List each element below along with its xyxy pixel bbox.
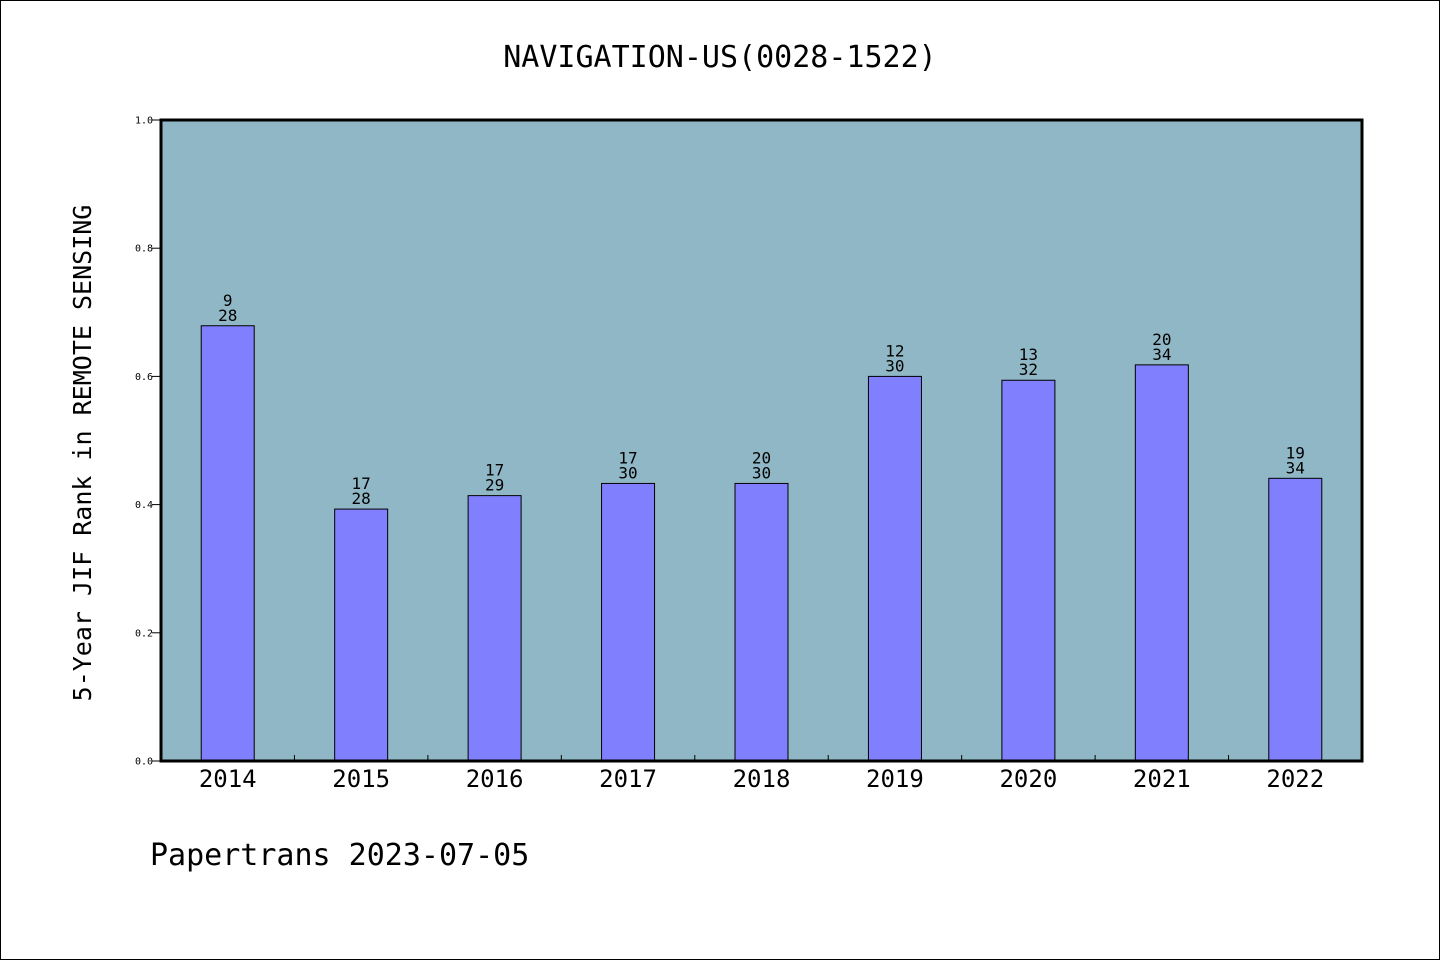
x-tick-label-2016: 2016 — [466, 765, 524, 793]
bar-total-label-2015: 28 — [352, 489, 371, 508]
x-tick-label-2015: 2015 — [332, 765, 390, 793]
x-tick-label-2022: 2022 — [1266, 765, 1324, 793]
bar-rank-label-2014: 9 — [223, 291, 233, 310]
bars-layer — [200, 325, 1323, 762]
x-tick-label-2020: 2020 — [999, 765, 1057, 793]
chart-title: NAVIGATION-US(0028-1522) — [503, 40, 936, 75]
bar-2022 — [1268, 477, 1323, 762]
bar-total-label-2018: 30 — [752, 463, 771, 482]
bar-rank-label-2018: 20 — [752, 448, 771, 467]
labels-layer: 0.00.20.40.60.81.02014928201517282016172… — [135, 116, 1324, 794]
bar-rank-label-2016: 17 — [485, 461, 504, 480]
y-tick-label: 0.4 — [135, 500, 153, 511]
bar-2014 — [200, 325, 255, 762]
x-tick-label-2018: 2018 — [733, 765, 791, 793]
bar-total-label-2019: 30 — [885, 356, 904, 375]
bar-2016 — [467, 495, 522, 762]
bar-total-label-2020: 32 — [1019, 360, 1038, 379]
bar-2020 — [1001, 379, 1056, 762]
y-tick-label: 0.2 — [135, 628, 153, 639]
bar-rank-label-2021: 20 — [1152, 330, 1171, 349]
y-tick-label: 0.0 — [135, 757, 153, 768]
y-tick-label: 0.6 — [135, 372, 153, 383]
bar-rank-label-2019: 12 — [885, 341, 904, 360]
y-axis-label: 5-Year JIF Rank in REMOTE SENSING — [68, 205, 97, 702]
bar-total-label-2021: 34 — [1152, 345, 1171, 364]
x-tick-label-2021: 2021 — [1133, 765, 1191, 793]
bar-total-label-2017: 30 — [618, 463, 637, 482]
bar-2017 — [601, 482, 656, 762]
bar-2021 — [1134, 364, 1189, 762]
y-tick-label: 1.0 — [135, 116, 153, 127]
bar-2019 — [867, 375, 922, 762]
bar-2015 — [334, 508, 389, 762]
bar-2018 — [734, 482, 789, 762]
bar-rank-label-2017: 17 — [618, 448, 637, 467]
bar-rank-label-2020: 13 — [1019, 345, 1038, 364]
x-tick-label-2017: 2017 — [599, 765, 657, 793]
x-tick-label-2014: 2014 — [199, 765, 257, 793]
x-tick-label-2019: 2019 — [866, 765, 924, 793]
bar-total-label-2022: 34 — [1286, 458, 1305, 477]
bar-rank-label-2015: 17 — [352, 474, 371, 493]
footer-text: Papertrans 2023-07-05 — [150, 838, 529, 873]
plot-border — [159, 118, 1364, 763]
bar-total-label-2014: 28 — [218, 306, 237, 325]
bar-total-label-2016: 29 — [485, 476, 504, 495]
y-tick-label: 0.8 — [135, 244, 153, 255]
bar-rank-label-2022: 19 — [1286, 443, 1305, 462]
